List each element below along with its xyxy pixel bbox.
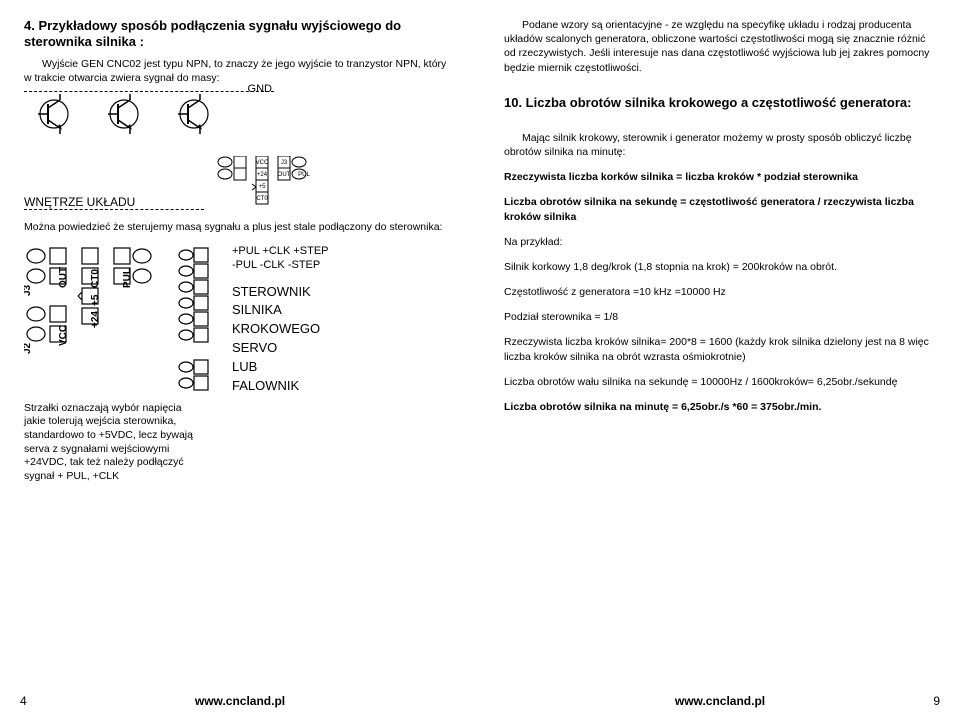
svg-text:PUL: PUL: [298, 172, 310, 178]
svg-text:+5: +5: [90, 294, 101, 306]
r-p1: Podane wzory są orientacyjne - ze względ…: [504, 18, 936, 75]
r-p6: Silnik korkowy 1,8 deg/krok (1,8 stopnia…: [504, 260, 936, 274]
svg-text:CT0: CT0: [256, 196, 268, 202]
step-big: STEROWNIKSILNIKAKROKOWEGOSERVOLUBFALOWNI…: [232, 283, 329, 396]
svg-text:J3: J3: [281, 160, 288, 166]
transistor-3: [174, 94, 214, 134]
svg-text:VCC: VCC: [58, 325, 69, 346]
r-p2: Mając silnik krokowy, sterownik i genera…: [504, 131, 936, 159]
svg-text:OUT: OUT: [58, 267, 69, 288]
gnd-label: GND: [248, 83, 272, 95]
page-num-right: 9: [933, 694, 940, 708]
transistor-1: [34, 94, 74, 134]
r-h1: 10. Liczba obrotów silnika krokowego a c…: [504, 95, 936, 111]
dash-top: GND: [24, 91, 274, 92]
svg-text:+24: +24: [257, 172, 268, 178]
footer-right: www.cncland.pl: [675, 694, 765, 708]
svg-text:J2: J2: [24, 342, 33, 354]
left-heading: 4. Przykładowy sposób podłączenia sygnał…: [24, 18, 456, 51]
r-p9: Rzeczywista liczba kroków silnika= 200*8…: [504, 335, 936, 363]
svg-text:+5: +5: [259, 184, 267, 190]
r-p4: Liczba obrotów silnika na sekundę = częs…: [504, 195, 936, 223]
svg-text:OUT: OUT: [278, 172, 291, 178]
r-p5: Na przykład:: [504, 235, 936, 249]
big-connector: J3 J2 OUT VCC +24 +5 CT0 PUL: [24, 244, 164, 394]
svg-text:CT0: CT0: [90, 269, 101, 288]
arrow-note: Strzałki oznaczają wybór napięcia jakie …: [24, 402, 204, 484]
connector-block: J3 J2 OUT VCC +24 +5 CT0 PUL: [24, 244, 456, 396]
small-connector: J2 VCC +24 +5 CT0 J3 OUT PUL: [214, 156, 314, 210]
svg-text:J3: J3: [24, 284, 33, 296]
dash-bottom: [24, 209, 204, 210]
footer-left: www.cncland.pl: [195, 694, 285, 708]
step-text-block: +PUL +CLK +STEP -PUL -CLK -STEP STEROWNI…: [232, 244, 329, 396]
left-p1: Wyjście GEN CNC02 jest typu NPN, to znac…: [24, 57, 456, 85]
step-line2: -PUL -CLK -STEP: [232, 258, 329, 272]
transistor-2: [104, 94, 144, 134]
step-connector: [178, 244, 218, 394]
svg-text:J2: J2: [236, 156, 242, 157]
svg-text:VCC: VCC: [256, 160, 269, 166]
r-p11: Liczba obrotów silnika na minutę = 6,25o…: [504, 400, 936, 414]
r-p10: Liczba obrotów wału silnika na sekundę =…: [504, 375, 936, 389]
left-mid: Można powiedzieć że sterujemy masą sygna…: [24, 220, 456, 234]
page-left: 4. Przykładowy sposób podłączenia sygnał…: [0, 0, 480, 718]
svg-text:PUL: PUL: [122, 268, 133, 288]
step-line1: +PUL +CLK +STEP: [232, 244, 329, 258]
transistor-row: [34, 94, 456, 134]
wne-label: WNĘTRZE UKŁADU: [24, 195, 135, 209]
r-p8: Podział sterownika = 1/8: [504, 310, 936, 324]
page-right: Podane wzory są orientacyjne - ze względ…: [480, 0, 960, 718]
svg-text:+24: +24: [90, 311, 101, 328]
r-p7: Częstotliwość z generatora =10 kHz =1000…: [504, 285, 936, 299]
r-p3: Rzeczywista liczba korków silnika = licz…: [504, 170, 936, 184]
page-num-left: 4: [20, 694, 27, 708]
